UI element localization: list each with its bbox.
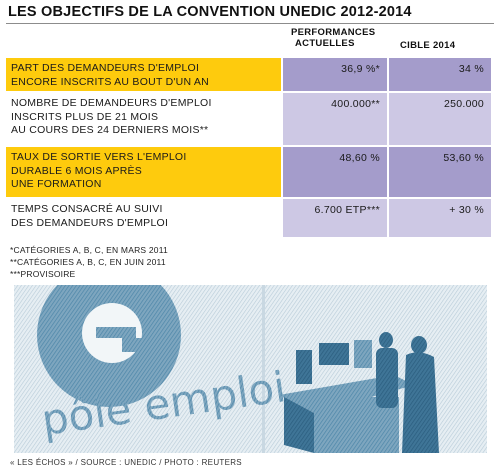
- row-label-line: au cours des 24 derniers mois**: [11, 124, 209, 136]
- row-label-line: ENCORE INSCRITS AU BOUT D'UN AN: [11, 75, 210, 88]
- table-row: Nombre de demandeurs d'emploi inscrits p…: [6, 93, 491, 145]
- row-label: PART DES DEMANDEURS D'EMPLOI ENCORE INSC…: [6, 58, 281, 91]
- cible-value: 250.000: [389, 93, 491, 145]
- cible-value: + 30 %: [389, 199, 491, 237]
- row-label: Nombre de demandeurs d'emploi inscrits p…: [6, 93, 281, 145]
- credit-line: « LES ÉCHOS » / SOURCE : UNEDIC / PHOTO …: [10, 458, 242, 467]
- cible-value: 53,60 %: [389, 147, 491, 197]
- table-row: PART DES DEMANDEURS D'EMPLOI ENCORE INSC…: [6, 58, 491, 91]
- header-performances-line-2: ACTUELLES: [295, 38, 355, 49]
- performance-value: 400.000**: [283, 93, 387, 145]
- row-label-line: TAUX DE SORTIE VERS L'EMPLOI: [11, 151, 187, 163]
- row-divider: [6, 197, 491, 199]
- row-label-line: Nombre de demandeurs d'emploi: [11, 97, 212, 109]
- row-label-line: inscrits plus de 21 mois: [11, 110, 159, 123]
- row-label-line: UNE FORMATION: [11, 178, 102, 190]
- footnotes: *CATÉGORIES A, B, C, EN MARS 2011 **CATÉ…: [10, 244, 168, 280]
- table-row: TEMPS CONSACRÉ AU SUIVI DES DEMANDEURS D…: [6, 199, 491, 237]
- header-performances-line-1: PERFORMANCES: [291, 27, 376, 38]
- header-performances: PERFORMANCES ACTUELLES: [291, 27, 375, 49]
- pole-emploi-e-logo-icon: [37, 285, 181, 407]
- footnote: **CATÉGORIES A, B, C, EN JUIN 2011: [10, 257, 166, 267]
- table-row: TAUX DE SORTIE VERS L'EMPLOI DURABLE 6 M…: [6, 147, 491, 197]
- footnote: ***PROVISOIRE: [10, 269, 76, 279]
- performance-value: 36,9 %*: [283, 58, 387, 91]
- footnote: *CATÉGORIES A, B, C, EN MARS 2011: [10, 245, 168, 255]
- row-divider: [6, 91, 491, 93]
- row-label-line: DURABLE 6 MOIS APRÈS: [11, 164, 143, 177]
- cible-value: 34 %: [389, 58, 491, 91]
- row-divider: [6, 145, 491, 147]
- row-label-line: DES DEMANDEURS D'EMPLOI: [11, 216, 169, 229]
- row-label: TEMPS CONSACRÉ AU SUIVI DES DEMANDEURS D…: [6, 199, 281, 237]
- performance-value: 48,60 %: [283, 147, 387, 197]
- row-label-line: TEMPS CONSACRÉ AU SUIVI: [11, 203, 163, 215]
- performance-value: 6.700 ETP***: [283, 199, 387, 237]
- row-label-line: PART DES DEMANDEURS D'EMPLOI: [11, 62, 200, 74]
- page-title: LES OBJECTIFS DE LA CONVENTION UNEDIC 20…: [8, 4, 412, 20]
- title-divider: [6, 23, 494, 24]
- row-label: TAUX DE SORTIE VERS L'EMPLOI DURABLE 6 M…: [6, 147, 281, 197]
- header-cible: CIBLE 2014: [400, 40, 456, 51]
- photo-illustration: pôle emploi: [14, 285, 487, 453]
- photo-pole-emploi-agency: pôle emploi: [14, 285, 487, 453]
